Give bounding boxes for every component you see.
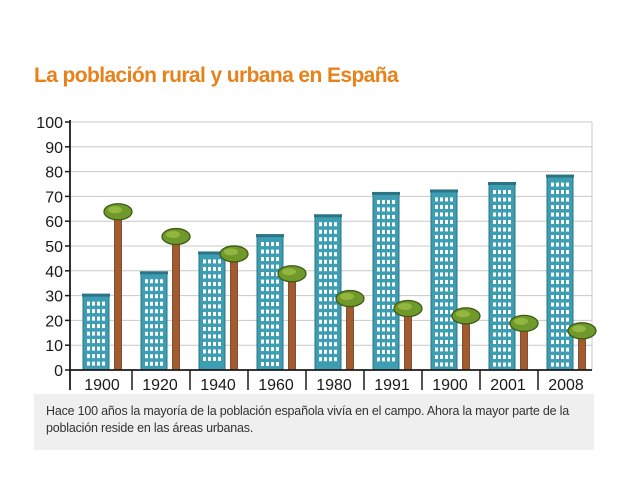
tick-labels: 0 10 20 30 40 50 60 70 80 90 100 1900 1920 1940 1960 19… [36,115,584,394]
y-tick-label: 10 [45,338,63,355]
y-tick-label: 60 [45,214,63,231]
rural-bar-tree-icon [103,203,133,371]
urban-bar-building-icon [198,251,226,371]
rural-bar-tree-icon [451,307,481,371]
y-tick-label: 100 [36,115,63,132]
x-tick-label: 1900 [84,377,120,394]
y-tick-label: 70 [45,189,63,206]
urban-bar-building-icon [430,189,458,371]
y-tick-label: 80 [45,165,63,182]
caption-box: Hace 100 años la mayoría de la población… [34,394,594,450]
caption-text: Hace 100 años la mayoría de la población… [46,404,569,435]
x-tick-label: 1940 [200,377,236,394]
x-tick-label: 2001 [490,377,526,394]
rural-bar-tree-icon [393,299,423,371]
population-chart: 0 10 20 30 40 50 60 70 80 90 100 1900 1920 1940 1960 19… [36,115,597,394]
rural-bar-tree-icon [509,314,539,371]
bars [82,174,597,371]
urban-bar-building-icon [372,191,400,371]
urban-bar-building-icon [546,174,574,371]
chart-title: La población rural y urbana en España [34,64,399,87]
rural-bar-tree-icon [335,289,365,371]
urban-bar-building-icon [488,182,516,371]
y-tick-label: 30 [45,289,63,306]
y-tick-label: 50 [45,239,63,256]
x-tick-label: 1900 [432,377,468,394]
x-tick-label: 1920 [142,377,178,394]
x-tick-label: 1960 [258,377,294,394]
y-tick-label: 0 [54,363,63,380]
axes [65,120,592,390]
rural-bar-tree-icon [567,322,597,371]
x-tick-label: 1980 [316,377,352,394]
x-tick-label: 2008 [548,377,584,394]
x-tick-label: 1991 [374,377,410,394]
y-tick-label: 90 [45,140,63,157]
y-tick-label: 20 [45,313,63,330]
rural-bar-tree-icon [219,245,249,371]
urban-bar-building-icon [82,293,110,371]
urban-bar-building-icon [256,234,284,371]
y-tick-label: 40 [45,264,63,281]
urban-bar-building-icon [140,271,168,371]
urban-bar-building-icon [314,214,342,371]
